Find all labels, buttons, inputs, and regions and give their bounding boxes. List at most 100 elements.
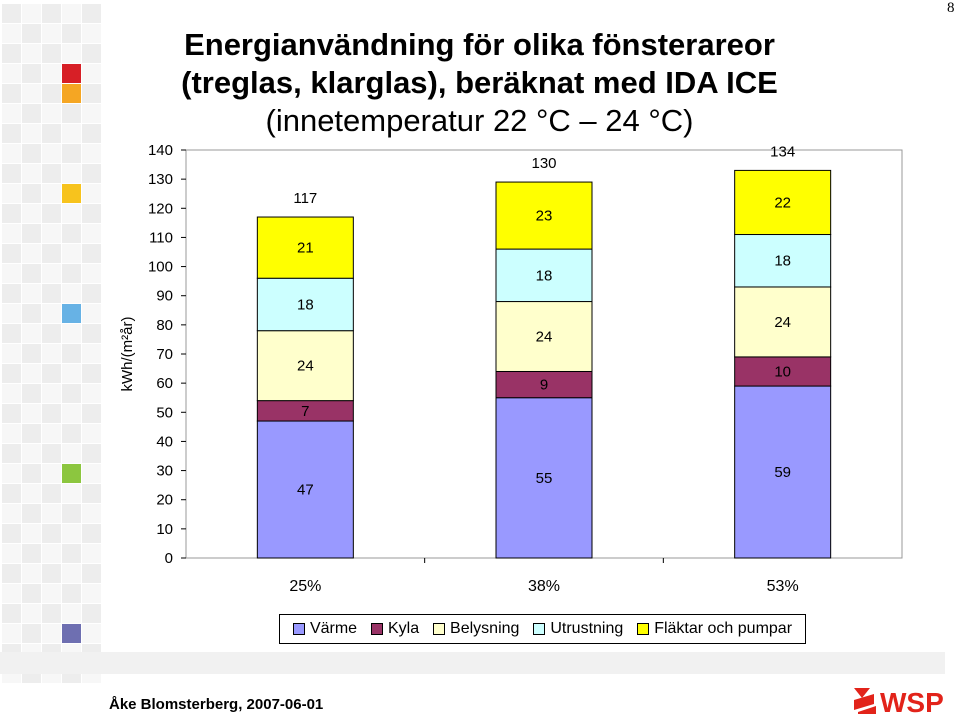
- legend-label: Värme: [309, 620, 358, 637]
- bar-segment: [734, 169, 832, 236]
- bar-segment: [495, 397, 593, 559]
- decorative-tile: [82, 384, 101, 403]
- decorative-tile: [82, 104, 101, 123]
- decorative-tile: [2, 324, 21, 343]
- decorative-tile: [22, 4, 41, 23]
- decorative-tile: [42, 424, 61, 443]
- decorative-tile: [82, 84, 101, 103]
- slide-number: 8: [947, 0, 955, 16]
- decorative-tile: [2, 244, 21, 263]
- decorative-tile: [82, 64, 101, 83]
- decorative-tile: [62, 144, 81, 163]
- decorative-tile: [62, 284, 81, 303]
- decorative-tile: [62, 524, 81, 543]
- decorative-tile: [62, 104, 81, 123]
- decorative-tile: [22, 124, 41, 143]
- decorative-band: [0, 652, 945, 674]
- decorative-tile: [82, 404, 101, 423]
- decorative-tile: [2, 284, 21, 303]
- legend-item: Fläktar och pumpar: [637, 620, 792, 638]
- y-tick-label: 90: [156, 288, 173, 305]
- bar-value-label: 22: [774, 194, 791, 211]
- legend-label: Kyla: [388, 620, 420, 637]
- decorative-tile: [22, 504, 41, 523]
- bar-value-label: 21: [297, 240, 314, 257]
- decorative-tile: [62, 64, 81, 83]
- decorative-tile: [2, 264, 21, 283]
- decorative-tile: [42, 244, 61, 263]
- decorative-tile: [42, 344, 61, 363]
- decorative-tile: [42, 384, 61, 403]
- legend-item: Värme: [292, 620, 358, 638]
- decorative-tile: [42, 104, 61, 123]
- decorative-tile: [42, 24, 61, 43]
- decorative-tile: [62, 44, 81, 63]
- x-category-label: 25%: [289, 578, 321, 595]
- y-tick-label: 130: [148, 171, 173, 188]
- bar-segment: [256, 420, 354, 559]
- decorative-tile: [82, 464, 101, 483]
- legend-item: Belysning: [433, 620, 519, 638]
- decorative-tile: [2, 344, 21, 363]
- decorative-tile: [22, 384, 41, 403]
- decorative-tile: [42, 4, 61, 23]
- decorative-tile: [42, 284, 61, 303]
- y-tick-label: 110: [149, 229, 173, 246]
- decorative-tile: [82, 44, 101, 63]
- decorative-tile: [82, 624, 101, 643]
- bar-total-label: 130: [531, 155, 556, 172]
- slide-subtitle: (innetemperatur 22 °C – 24 °C): [265, 103, 694, 138]
- bar-segment: [734, 234, 832, 288]
- bar-segment: [734, 385, 832, 559]
- decorative-tile: [2, 564, 21, 583]
- bar-segment: [495, 370, 593, 399]
- decorative-tile: [2, 384, 21, 403]
- decorative-tile: [22, 164, 41, 183]
- wsp-logo: WSP: [854, 687, 944, 718]
- decorative-tile: [82, 184, 101, 203]
- legend-label: Belysning: [450, 620, 520, 637]
- decorative-tile: [2, 224, 21, 243]
- decorative-tile: [2, 104, 21, 123]
- decorative-tile: [82, 204, 101, 223]
- decorative-tile: [62, 544, 81, 563]
- decorative-tile: [42, 64, 61, 83]
- slide-title: Energianvändning för olika fönsterareor …: [112, 26, 847, 102]
- decorative-tile: [42, 584, 61, 603]
- decorative-tile: [42, 184, 61, 203]
- decorative-tile: [42, 484, 61, 503]
- decorative-tile: [62, 484, 81, 503]
- chart-legend: Värme Kyla Belysning Utrustning Fläktar och …: [279, 614, 806, 644]
- decorative-tile: [62, 84, 81, 103]
- legend-swatch: [433, 623, 446, 635]
- decorative-tile: [82, 424, 101, 443]
- y-axis-label: kWh/(m²år): [119, 317, 136, 392]
- bar-segment: [734, 286, 832, 358]
- decorative-tile: [22, 404, 41, 423]
- decorative-tile: [22, 24, 41, 43]
- decorative-tile: [42, 504, 61, 523]
- decorative-tile: [62, 604, 81, 623]
- decorative-tile: [22, 284, 41, 303]
- decorative-tile: [42, 224, 61, 243]
- decorative-tile: [2, 584, 21, 603]
- decorative-tile: [62, 464, 81, 483]
- bar-value-label: 59: [774, 464, 791, 481]
- bar-segment: [256, 330, 354, 402]
- decorative-tile: [82, 564, 101, 583]
- decorative-tile: [82, 364, 101, 383]
- decorative-tile: [62, 324, 81, 343]
- y-tick-label: 120: [148, 200, 173, 217]
- decorative-tile: [22, 604, 41, 623]
- bar-value-label: 23: [536, 208, 553, 225]
- decorative-tile: [42, 624, 61, 643]
- bar-segment: [256, 216, 354, 279]
- decorative-tile: [42, 604, 61, 623]
- decorative-tile: [42, 324, 61, 343]
- bar-value-label: 24: [536, 329, 553, 346]
- footer-author: Åke Blomsterberg, 2007-06-01: [109, 696, 324, 713]
- y-tick-label: 70: [156, 346, 173, 363]
- decorative-tile: [2, 64, 21, 83]
- bar-total-label: 117: [293, 190, 317, 207]
